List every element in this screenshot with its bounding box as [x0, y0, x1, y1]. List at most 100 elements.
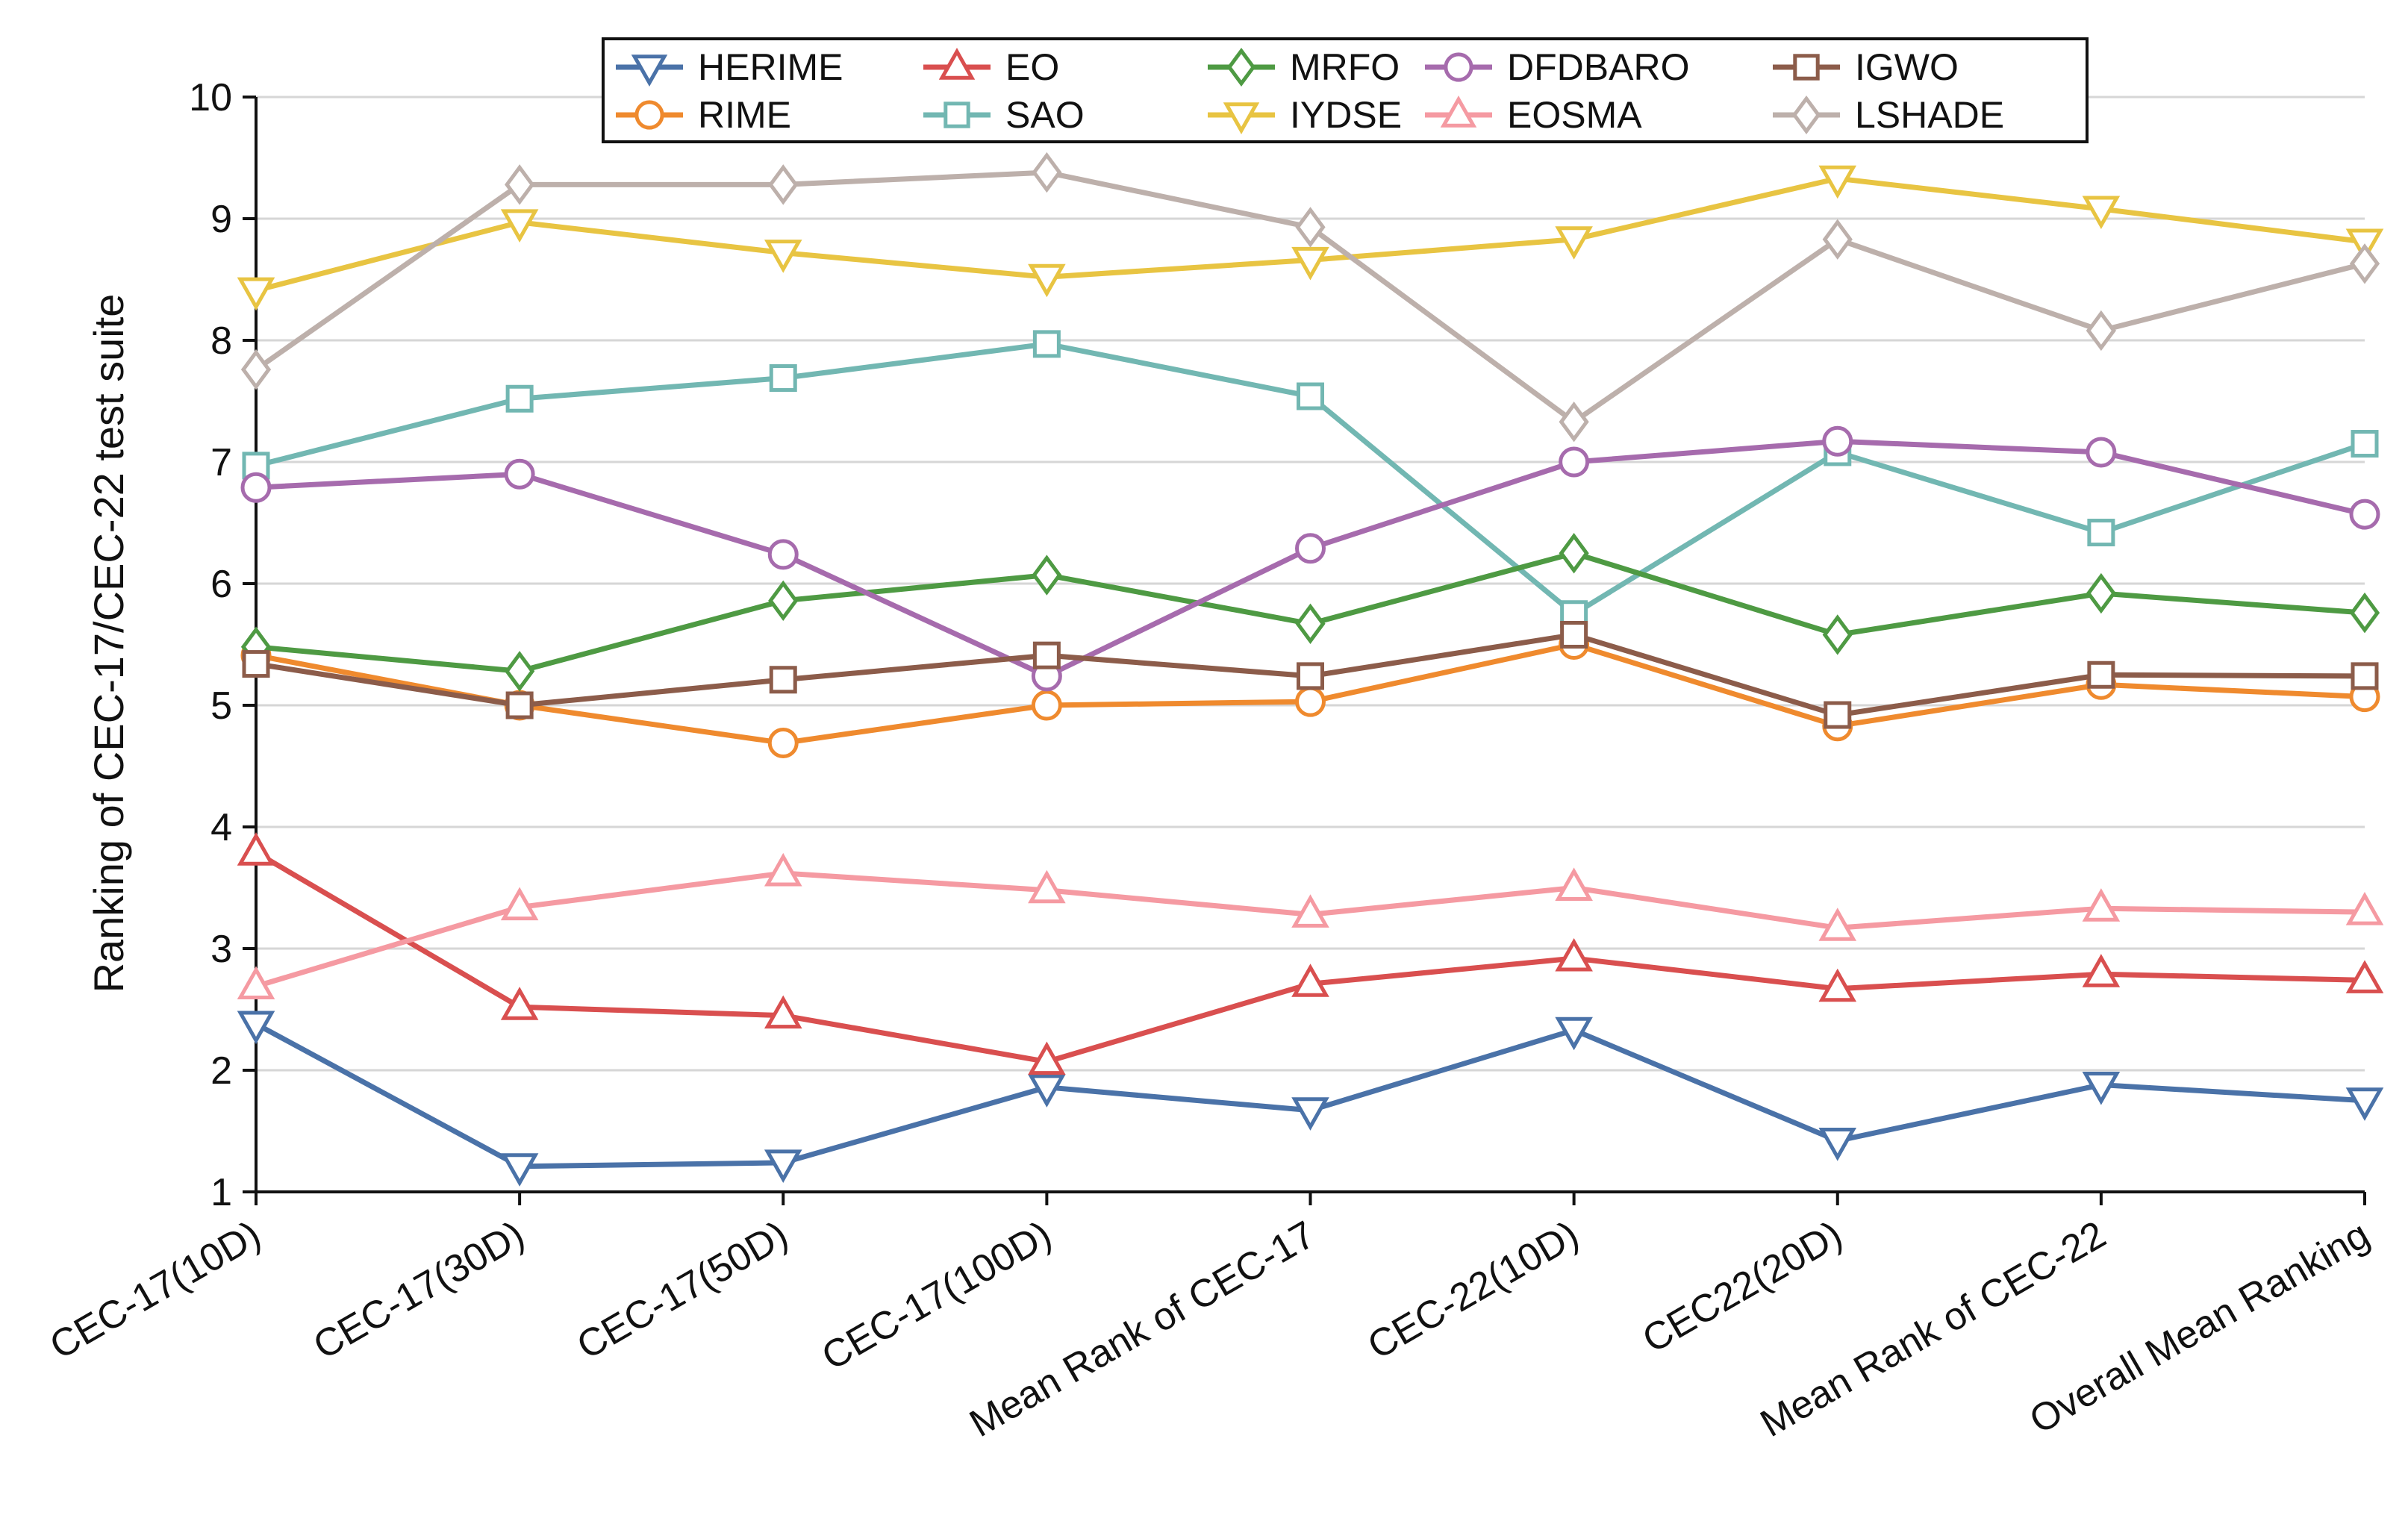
data-point: [237, 966, 275, 1000]
data-point: [500, 987, 539, 1020]
legend-label: DFDBARO: [1507, 46, 1689, 88]
legend-swatch-marker: [1223, 102, 1260, 134]
legend-item-lshade: LSHADE: [1773, 94, 2004, 136]
data-point: [2082, 1072, 2121, 1105]
legend-swatch-marker: [634, 100, 664, 130]
series-dfdbaro: [240, 425, 2380, 692]
data-point: [2345, 1087, 2384, 1121]
legend-swatch-marker: [1444, 52, 1473, 82]
legend-item-igwo: IGWO: [1773, 46, 1959, 88]
data-point: [500, 209, 539, 243]
data-point: [1559, 446, 1590, 478]
legend-item-eosma: EOSMA: [1425, 94, 1642, 136]
y-tick-label: 7: [210, 441, 232, 484]
data-point: [2087, 660, 2115, 689]
legend-swatch-marker: [938, 48, 976, 80]
legend-item-eo: EO: [923, 46, 1059, 88]
series-line: [255, 850, 2365, 1065]
x-tick-label: CEC-17(100D): [815, 1213, 1059, 1378]
data-point: [767, 728, 799, 759]
x-tick-label: CEC-17(10D): [43, 1213, 268, 1368]
data-point: [1291, 894, 1329, 928]
legend-swatch-marker: [1791, 95, 1821, 135]
series-lshade: [240, 152, 2380, 443]
data-point: [2345, 892, 2384, 925]
legend-label: IYDSE: [1290, 94, 1402, 136]
legend-swatch-marker: [943, 102, 970, 128]
axes-layer: 1 2 3 4 5 6 7 8 9 10 CEC-17(10D) CEC-17(30D) CEC-17(…: [43, 76, 2377, 1446]
data-point: [1297, 662, 1324, 690]
data-point: [2351, 662, 2379, 690]
data-point: [1291, 246, 1329, 281]
series-sao: [242, 330, 2379, 628]
x-tick-label: CEC22(20D): [1635, 1213, 1850, 1361]
data-point: [2345, 960, 2384, 993]
data-point: [769, 666, 797, 694]
data-point: [242, 650, 270, 678]
legend: HERIME EO MRFO DFDBARO IGWO RIME SAO IYDSE EOSMA…: [602, 37, 2089, 143]
data-point: [2349, 243, 2380, 284]
legend-label: EOSMA: [1507, 94, 1642, 136]
data-point: [1291, 964, 1329, 997]
data-point: [1031, 690, 1062, 721]
data-point: [1297, 382, 1324, 410]
y-tick-label: 5: [210, 684, 232, 728]
data-point: [237, 1011, 275, 1045]
series-eosma: [237, 852, 2384, 1000]
data-point: [2082, 888, 2121, 922]
data-point: [1818, 968, 1857, 1002]
data-point: [1028, 1074, 1066, 1108]
data-point: [237, 277, 275, 311]
data-point: [1818, 908, 1857, 941]
legend-box: [602, 37, 2089, 143]
data-point: [1818, 165, 1857, 199]
data-point: [1032, 641, 1061, 669]
legend-item-herime: HERIME: [616, 46, 843, 88]
data-point: [237, 832, 275, 866]
data-point: [1555, 867, 1593, 901]
data-point: [500, 1153, 539, 1187]
series-layer: [237, 152, 2384, 1187]
legend-item-sao: SAO: [923, 94, 1085, 136]
data-point: [2086, 310, 2116, 352]
data-point: [2082, 954, 2121, 987]
legend-label: MRFO: [1290, 46, 1400, 88]
legend-item-rime: RIME: [616, 94, 791, 136]
data-point: [767, 539, 799, 570]
y-tick-label: 10: [189, 76, 232, 119]
series-eo: [237, 832, 2384, 1075]
data-point: [2082, 196, 2121, 230]
data-point: [768, 580, 799, 622]
data-point: [2351, 430, 2379, 458]
y-tick-label: 9: [210, 198, 232, 241]
data-point: [1822, 614, 1853, 655]
data-point: [1295, 603, 1326, 644]
data-point: [764, 240, 802, 273]
data-point: [1560, 620, 1588, 649]
y-tick-label: 2: [210, 1049, 232, 1093]
series-rime: [240, 629, 2380, 759]
data-point: [764, 1149, 802, 1183]
data-point: [764, 852, 802, 887]
data-point: [505, 164, 535, 205]
y-axis-title: Ranking of CEC-17/CEC-22 test suite: [85, 294, 132, 993]
data-point: [240, 349, 272, 390]
x-tick-label: CEC-22(10D): [1361, 1213, 1586, 1368]
data-point: [1555, 226, 1593, 260]
x-tick-label: CEC-17(30D): [306, 1213, 531, 1368]
data-point: [2349, 592, 2380, 634]
data-point: [1555, 937, 1593, 972]
legend-swatch-marker: [1440, 96, 1477, 128]
legend-item-mrfo: MRFO: [1208, 46, 1400, 88]
legend-label: RIME: [698, 94, 791, 136]
data-point: [1295, 533, 1326, 564]
series-herime: [237, 1011, 2384, 1187]
legend-label: LSHADE: [1855, 94, 2004, 136]
data-point: [1822, 425, 1853, 457]
series-iydse: [237, 165, 2384, 311]
legend-item-dfdbaro: DFDBARO: [1425, 46, 1689, 88]
series-mrfo: [240, 533, 2380, 692]
data-point: [1559, 533, 1589, 574]
